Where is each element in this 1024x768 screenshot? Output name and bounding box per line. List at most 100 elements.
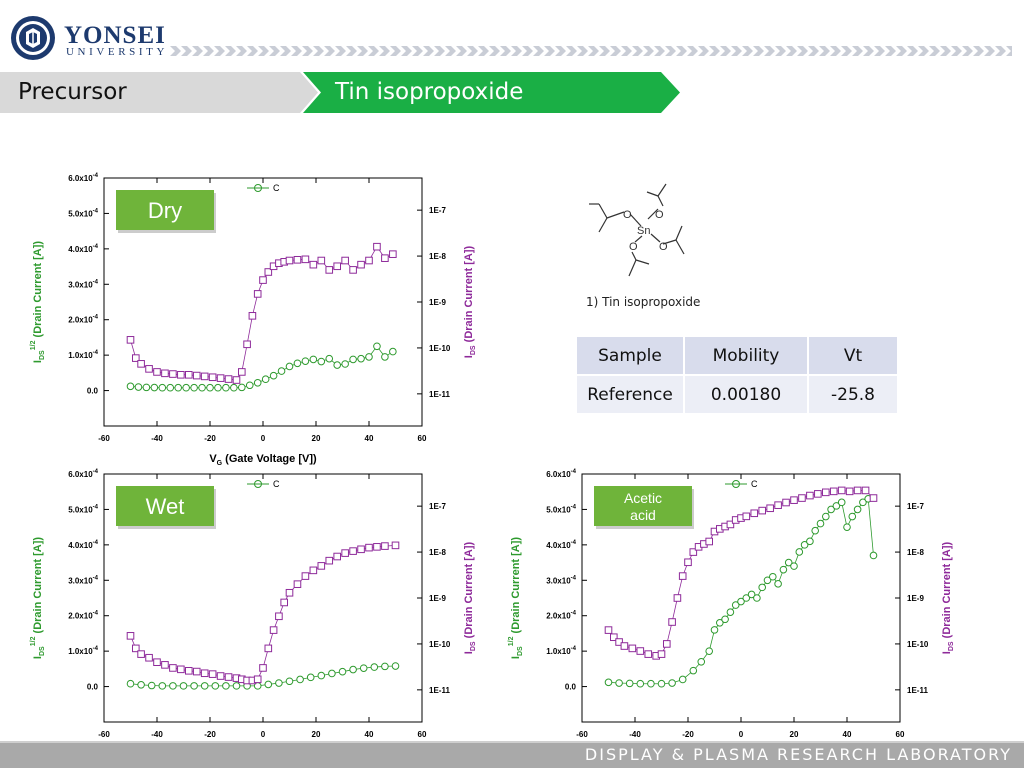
square-marker <box>285 256 294 265</box>
circle-marker <box>357 354 365 363</box>
circle-marker <box>604 678 613 687</box>
table-header-cell: Mobility <box>685 337 809 376</box>
circle-marker <box>126 679 135 688</box>
square-marker <box>177 370 185 379</box>
circle-marker <box>853 505 862 514</box>
square-marker <box>161 661 169 669</box>
square-marker <box>132 644 140 653</box>
circle-marker <box>716 619 724 627</box>
circle-marker <box>206 383 214 392</box>
circle-marker <box>784 558 793 567</box>
circle-marker <box>843 523 851 531</box>
x-tick-label: 0 <box>261 730 266 739</box>
circle-marker <box>806 537 814 546</box>
circle-marker <box>710 626 719 634</box>
circle-marker <box>275 679 283 687</box>
footer-lab-name: DISPLAY & PLASMA RESEARCH LABORATORY <box>584 745 1012 764</box>
table-row: Reference 0.00180 -25.8 <box>577 376 899 415</box>
y-left-tick-label: 2.0x10-4 <box>68 611 98 621</box>
circle-marker <box>230 383 238 392</box>
legend-marker <box>254 480 262 488</box>
square-marker <box>829 487 838 496</box>
precursor-banner <box>0 72 318 113</box>
x-tick-label: -60 <box>98 434 110 443</box>
square-marker <box>357 545 365 554</box>
square-marker <box>758 506 766 515</box>
y-left-tick-label: 1.0x10-4 <box>68 646 98 656</box>
x-tick-label: -40 <box>151 730 163 739</box>
circle-marker <box>832 502 841 510</box>
legend-marker <box>732 480 740 488</box>
square-marker <box>673 594 682 602</box>
circle-marker <box>306 673 315 682</box>
y-right-tick-label: 1E-9 <box>429 594 446 603</box>
circle-marker <box>349 665 357 674</box>
square-marker <box>381 542 389 550</box>
y-right-tick-label: 1E-7 <box>907 502 924 511</box>
y-left-tick-label: 2.0x10-4 <box>68 315 98 325</box>
y-left-tick-label: 1.0x10-4 <box>546 646 576 656</box>
y-right-axis-label-group: IDS (Drain Current [A]) <box>463 541 477 654</box>
y-left-tick-label: 3.0x10-4 <box>546 575 576 585</box>
circle-marker <box>731 601 740 609</box>
log-series <box>604 486 878 660</box>
circle-marker <box>338 667 347 676</box>
square-marker <box>317 562 326 570</box>
x-tick-label: -20 <box>682 730 694 739</box>
square-marker <box>200 669 209 678</box>
square-marker <box>325 556 334 565</box>
condition-label: acid <box>630 507 656 523</box>
square-marker <box>373 242 381 251</box>
square-marker <box>333 262 341 271</box>
square-marker <box>301 255 310 264</box>
circle-marker <box>370 663 379 671</box>
header-chevron-stripe <box>170 46 1012 56</box>
circle-marker <box>373 342 381 351</box>
circle-marker <box>261 375 270 384</box>
circle-marker <box>174 383 182 392</box>
square-marker <box>742 512 751 521</box>
condition-label: Wet <box>146 494 185 519</box>
y-right-tick-label: 1E-9 <box>907 594 924 603</box>
y-right-tick-label: 1E-11 <box>429 390 450 399</box>
condition-label: Dry <box>148 198 182 223</box>
circle-marker <box>747 590 756 599</box>
circle-marker <box>837 498 846 507</box>
circle-marker <box>800 541 809 549</box>
y-right-axis-label: IDS (Drain Current [A]) <box>463 245 477 358</box>
square-marker <box>663 640 671 648</box>
y-left-axis-label: IDS1/2 (Drain Current [A]) <box>508 537 524 659</box>
square-marker <box>224 375 233 383</box>
square-marker <box>145 365 153 373</box>
circle-marker <box>742 594 751 602</box>
square-marker <box>169 370 177 378</box>
y-right-tick-label: 1E-11 <box>907 686 928 695</box>
square-marker <box>275 612 283 621</box>
square-marker <box>766 504 774 513</box>
y-right-tick-label: 1E-8 <box>429 548 446 557</box>
square-marker <box>232 376 241 384</box>
circle-marker <box>391 662 400 670</box>
square-marker <box>280 598 288 607</box>
square-marker <box>389 250 397 258</box>
circle-marker <box>705 647 713 655</box>
square-marker <box>293 255 302 264</box>
legend-marker <box>254 184 262 192</box>
circle-marker <box>150 383 159 392</box>
circle-marker <box>625 679 634 688</box>
structure-caption: 1) Tin isopropoxide <box>586 295 701 309</box>
circle-marker <box>169 682 177 690</box>
circle-marker <box>317 357 326 366</box>
transfer-curve-chart-wet: -60 -40 -20 0 20 40 60 0.0 1.0x10-4 2.0x10-4 3.0x1… <box>30 469 477 763</box>
title-banner <box>303 72 680 113</box>
y-right-tick-label: 1E-10 <box>907 640 929 649</box>
square-marker <box>253 675 262 684</box>
square-marker <box>822 488 830 497</box>
circle-marker <box>137 681 145 689</box>
circle-marker <box>647 679 655 688</box>
x-tick-label: 20 <box>312 730 321 739</box>
circle-marker <box>285 677 294 686</box>
circle-marker <box>381 662 389 671</box>
footer-bar <box>0 741 1024 768</box>
y-right-axis-label-group: IDS (Drain Current [A]) <box>463 245 477 358</box>
